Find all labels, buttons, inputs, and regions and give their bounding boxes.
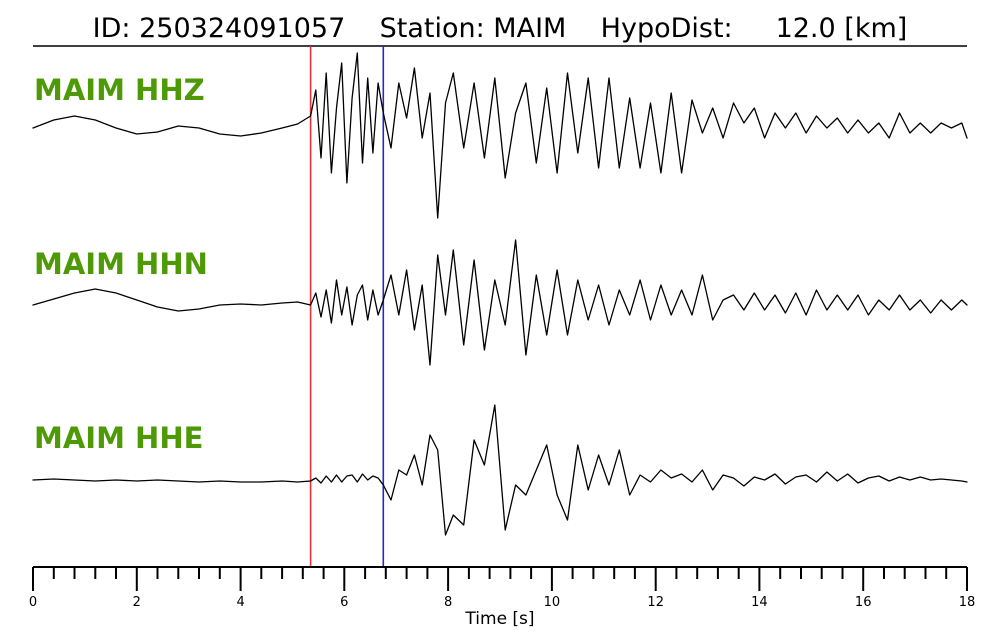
x-tick-label: 14 [751,595,768,610]
title-station-label: Station: [380,13,485,44]
trace-hhz [32,52,968,219]
trace-hhe [32,404,968,536]
x-tick-label: 6 [340,595,348,610]
time-axis: 0 2 4 6 8 10 12 14 16 18 [29,566,976,610]
chart-title: ID: 250324091057 Station: MAIM HypoDist:… [93,13,908,44]
channel-label-hhe: MAIM HHE [34,421,203,455]
x-tick-label: 16 [855,595,872,610]
channel-label-hhz: MAIM HHZ [34,73,205,107]
trace-hhn [32,239,968,366]
x-tick-label: 4 [236,595,244,610]
title-hypodist-unit: [km] [844,13,907,44]
x-tick-label: 2 [133,595,141,610]
phase-picks [309,46,385,567]
x-tick-label: 12 [647,595,664,610]
title-hypodist-value: 12.0 [776,13,836,44]
x-axis-label: Time [s] [464,609,534,629]
x-tick-label: 8 [444,595,452,610]
channel-labels: MAIM HHZ MAIM HHN MAIM HHE [34,73,208,455]
waveform-traces [32,52,968,536]
x-tick-label: 18 [959,595,976,610]
title-id-value: 250324091057 [139,13,345,44]
channel-label-hhn: MAIM HHN [34,247,208,281]
title-hypodist-label: HypoDist: [601,13,733,44]
x-tick-label: 0 [29,595,37,610]
title-id-label: ID: [93,13,131,44]
title-station-value: MAIM [493,13,566,44]
x-tick-label: 10 [544,595,561,610]
